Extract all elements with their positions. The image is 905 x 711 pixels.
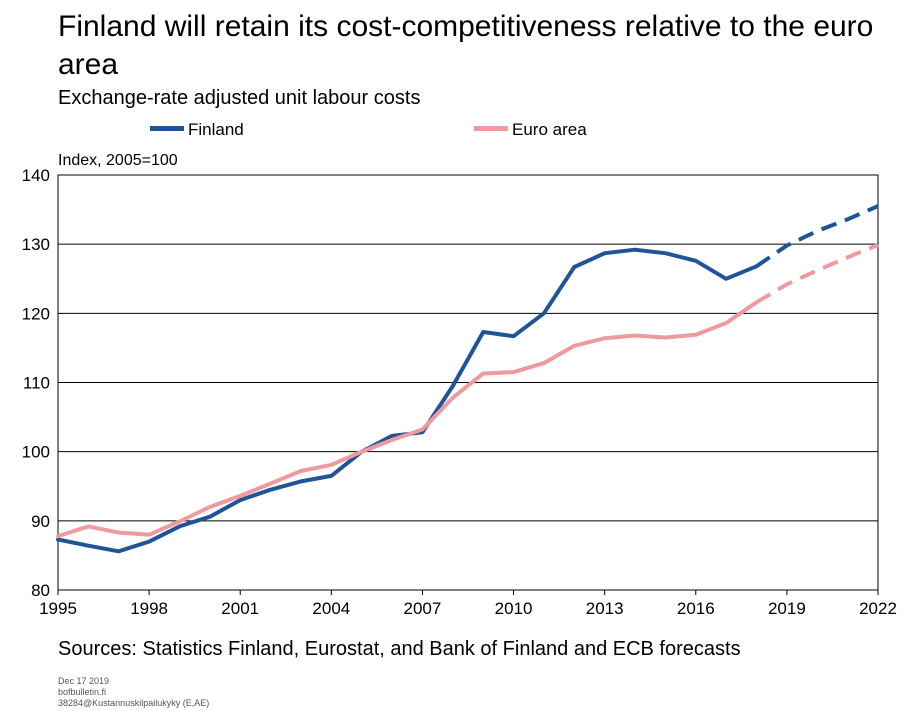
x-tick-label-2013: 2013	[586, 599, 624, 618]
x-tick-label-2004: 2004	[312, 599, 350, 618]
x-tick-label-1995: 1995	[39, 599, 77, 618]
footnote-site: bofbulletin.fi	[58, 687, 107, 697]
sources-note: Sources: Statistics Finland, Eurostat, a…	[58, 638, 741, 660]
y-tick-label-90: 90	[31, 512, 50, 531]
legend-item-finland: Finland	[150, 118, 244, 142]
y-tick-label-130: 130	[22, 235, 50, 254]
footnote-chart-id: 38284@Kustannuskilpailukyky (E,AE)	[58, 698, 210, 708]
legend-label-euro-area: Euro area	[512, 120, 587, 139]
y-tick-label-80: 80	[31, 581, 50, 600]
x-tick-label-2001: 2001	[221, 599, 259, 618]
y-tick-label-120: 120	[22, 304, 50, 323]
legend-swatch-finland	[150, 126, 184, 132]
y-axis-unit-label: Index, 2005=100	[58, 152, 178, 169]
plot-frame	[57, 174, 879, 591]
x-tick-label-2022: 2022	[859, 599, 897, 618]
legend-item-euro-area: Euro area	[474, 118, 587, 142]
y-tick-label-100: 100	[22, 443, 50, 462]
series-line-euro-area	[56, 300, 759, 539]
series-forecast-line-finland	[755, 204, 879, 268]
x-tick-label-1998: 1998	[130, 599, 168, 618]
footnote-date: Dec 17 2019	[58, 676, 110, 686]
chart-title: Finland will retain its cost-competitive…	[58, 10, 874, 81]
x-tick-label-2019: 2019	[768, 599, 806, 618]
x-tick-label-2010: 2010	[495, 599, 533, 618]
x-tick-label-2007: 2007	[404, 599, 442, 618]
series-line-finland	[56, 247, 759, 554]
chart-subtitle: Exchange-rate adjusted unit labour costs	[58, 87, 421, 109]
series-forecast-line-euro-area	[755, 243, 879, 305]
legend-label-finland: Finland	[188, 120, 244, 139]
x-tick-label-2016: 2016	[677, 599, 715, 618]
y-tick-label-110: 110	[23, 374, 50, 393]
y-tick-label-140: 140	[22, 166, 50, 185]
legend: Finland Euro area	[0, 118, 905, 144]
legend-swatch-euro-area	[474, 126, 508, 132]
